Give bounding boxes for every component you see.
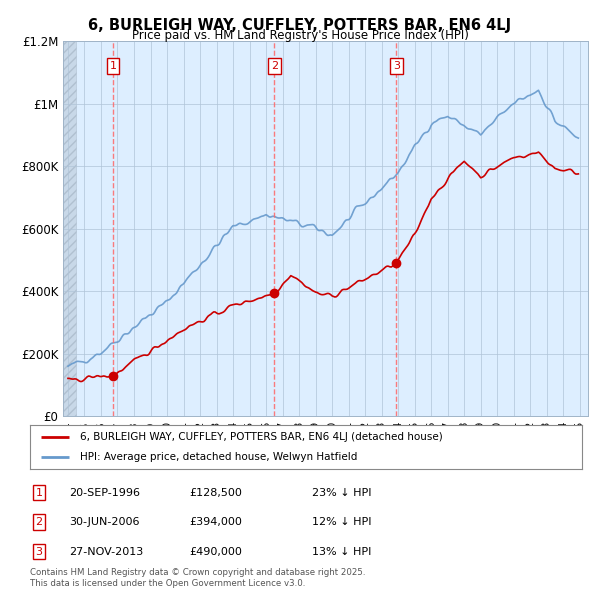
Text: 12% ↓ HPI: 12% ↓ HPI	[312, 517, 371, 527]
Text: 1: 1	[35, 488, 43, 497]
Text: Contains HM Land Registry data © Crown copyright and database right 2025.
This d: Contains HM Land Registry data © Crown c…	[30, 568, 365, 588]
Text: 1: 1	[109, 61, 116, 71]
Text: 3: 3	[393, 61, 400, 71]
Text: 2: 2	[271, 61, 278, 71]
Text: 3: 3	[35, 547, 43, 556]
Text: 2: 2	[35, 517, 43, 527]
Text: 23% ↓ HPI: 23% ↓ HPI	[312, 488, 371, 497]
Text: Price paid vs. HM Land Registry's House Price Index (HPI): Price paid vs. HM Land Registry's House …	[131, 30, 469, 42]
Text: 30-JUN-2006: 30-JUN-2006	[69, 517, 139, 527]
Text: 20-SEP-1996: 20-SEP-1996	[69, 488, 140, 497]
Bar	[63, 41, 76, 416]
Text: £490,000: £490,000	[189, 547, 242, 556]
Text: 27-NOV-2013: 27-NOV-2013	[69, 547, 143, 556]
Text: 13% ↓ HPI: 13% ↓ HPI	[312, 547, 371, 556]
Text: 6, BURLEIGH WAY, CUFFLEY, POTTERS BAR, EN6 4LJ (detached house): 6, BURLEIGH WAY, CUFFLEY, POTTERS BAR, E…	[80, 432, 442, 442]
Text: 6, BURLEIGH WAY, CUFFLEY, POTTERS BAR, EN6 4LJ: 6, BURLEIGH WAY, CUFFLEY, POTTERS BAR, E…	[88, 18, 512, 32]
Text: £128,500: £128,500	[189, 488, 242, 497]
Text: £394,000: £394,000	[189, 517, 242, 527]
Text: HPI: Average price, detached house, Welwyn Hatfield: HPI: Average price, detached house, Welw…	[80, 452, 357, 462]
